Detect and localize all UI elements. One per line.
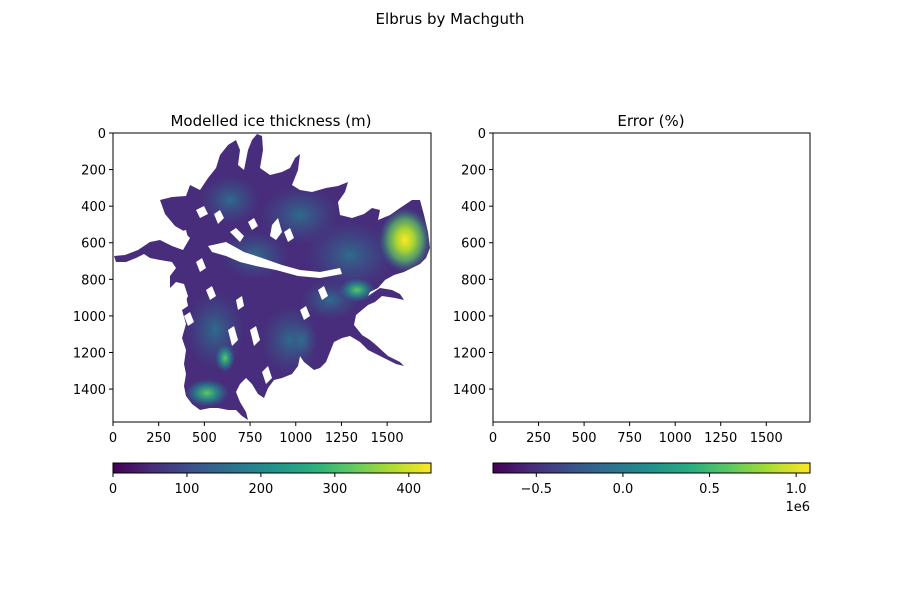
ice-y-tick-label: 600 [81, 237, 106, 252]
error-y-axis: 0 200 400 600 800 1000 1200 1400 [453, 127, 493, 398]
error-y-tick-label: 400 [461, 200, 486, 215]
error-y-tick-label: 0 [478, 127, 486, 142]
ice-x-tick-label: 500 [192, 431, 217, 446]
ice-x-tick-label: 1250 [325, 431, 358, 446]
ice-x-tick-label: 1000 [279, 431, 312, 446]
error-x-tick-label: 1250 [704, 431, 737, 446]
error-colorbar-tick-label: 1.0 [786, 482, 807, 497]
error-y-tick-label: 1200 [453, 346, 486, 361]
ice-y-tick-label: 200 [81, 164, 106, 179]
ice-colorbar-tick-label: 200 [248, 482, 273, 497]
ice-y-tick-label: 800 [81, 273, 106, 288]
error-y-tick-label: 1400 [453, 383, 486, 398]
ice-y-tick-label: 1400 [73, 383, 106, 398]
ice-thickness-colorbar-ticks: 0 100 200 300 400 [109, 473, 421, 497]
ice-x-tick-label: 750 [238, 431, 263, 446]
error-colorbar: −0.5 0.0 0.5 1.0 1e6 [492, 462, 811, 515]
error-panel: Error (%) 0 250 500 750 1000 1250 1500 0 200 400… [453, 112, 811, 515]
error-colorbar-tick-label: 0.5 [699, 482, 720, 497]
error-x-tick-label: 750 [617, 431, 642, 446]
ice-colorbar-tick-label: 400 [396, 482, 421, 497]
error-x-tick-label: 1000 [659, 431, 692, 446]
error-y-tick-label: 200 [461, 164, 486, 179]
error-x-axis: 0 250 500 750 1000 1250 1500 [489, 422, 783, 446]
error-colorbar-ticks: −0.5 0.0 0.5 1.0 [521, 473, 807, 497]
ice-thickness-y-axis: 0 200 400 600 800 1000 1200 1400 [73, 127, 113, 398]
ice-colorbar-tick-label: 100 [175, 482, 200, 497]
error-x-tick-label: 1500 [750, 431, 783, 446]
error-x-tick-label: 0 [489, 431, 497, 446]
error-y-tick-label: 1000 [453, 310, 486, 325]
error-colorbar-tick-label: 0.0 [613, 482, 634, 497]
error-colorbar-tick-label: −0.5 [521, 482, 553, 497]
error-colorbar-offset-text: 1e6 [785, 500, 810, 515]
error-colorbar-gradient [492, 462, 811, 474]
ice-thickness-title: Modelled ice thickness (m) [170, 112, 371, 130]
ice-y-tick-label: 400 [81, 200, 106, 215]
ice-thickness-colorbar-gradient [112, 462, 432, 474]
ice-thickness-axes-frame [112, 132, 432, 423]
error-y-tick-label: 800 [461, 273, 486, 288]
ice-x-tick-label: 1500 [371, 431, 404, 446]
ice-thickness-panel: Modelled ice thickness (m) [73, 112, 432, 497]
ice-y-tick-label: 0 [98, 127, 106, 142]
error-x-tick-label: 250 [526, 431, 551, 446]
ice-colorbar-tick-label: 300 [322, 482, 347, 497]
ice-x-tick-label: 0 [109, 431, 117, 446]
figure-suptitle: Elbrus by Machguth [376, 10, 525, 28]
ice-x-tick-label: 250 [146, 431, 171, 446]
error-title: Error (%) [617, 112, 684, 130]
ice-colorbar-tick-label: 0 [109, 482, 117, 497]
ice-y-tick-label: 1200 [73, 346, 106, 361]
ice-thickness-heatmap-image [114, 134, 430, 420]
ice-thickness-x-axis: 0 250 500 750 1000 1250 1500 [109, 422, 404, 446]
error-y-tick-label: 600 [461, 237, 486, 252]
error-axes-frame [492, 132, 811, 423]
ice-y-tick-label: 1000 [73, 310, 106, 325]
error-x-tick-label: 500 [572, 431, 597, 446]
ice-gaps [178, 206, 342, 384]
ice-thickness-colorbar: 0 100 200 300 400 [109, 462, 432, 497]
